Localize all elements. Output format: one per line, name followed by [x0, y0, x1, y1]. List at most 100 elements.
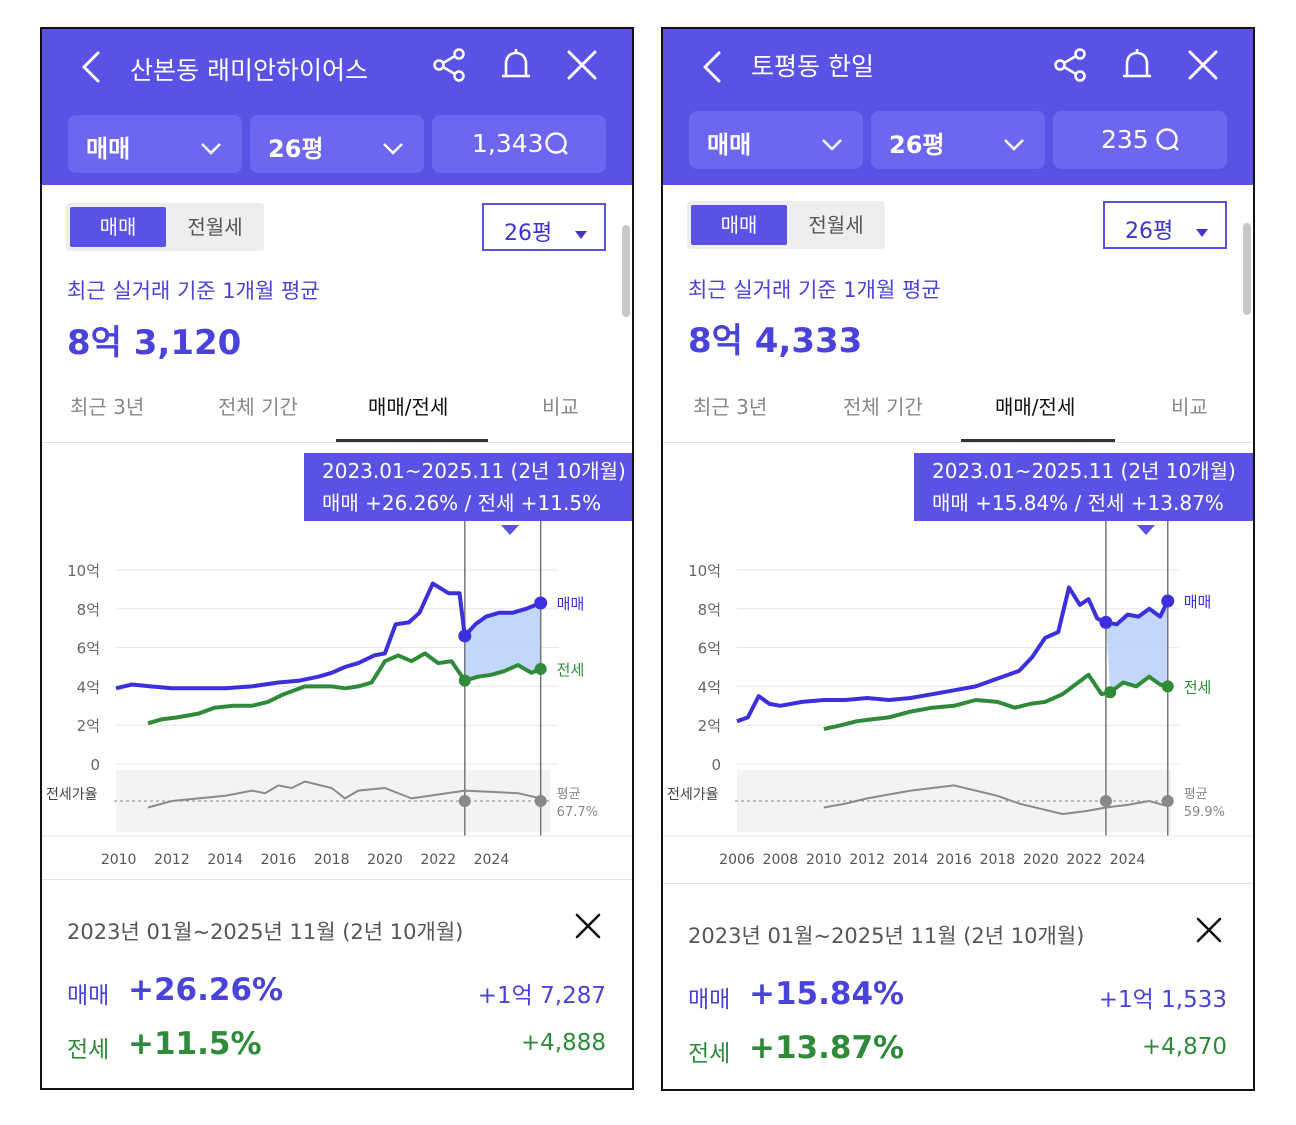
chevron-down-icon — [821, 131, 843, 151]
y-tick-label: 4억 — [698, 678, 721, 696]
x-tick-label: 2024 — [474, 852, 510, 868]
size-select[interactable]: 26평 — [250, 115, 424, 173]
ratio-end-point — [534, 795, 547, 807]
share-icon[interactable] — [430, 45, 470, 85]
close-icon[interactable] — [574, 912, 602, 940]
range-summary: 2023년 01월~2025년 11월 (2년 10개월) 매매 +15.84%… — [663, 883, 1253, 1089]
x-tick-label: 2012 — [849, 852, 885, 868]
highlight-area — [464, 602, 541, 681]
price-chart[interactable]: 10억 8억 6억 4억 2억 0 매매 전세 전세가율 평균 59.9% 2006 2008 2010 2… — [663, 444, 1253, 894]
tab-sale-lease[interactable]: 매매/전세 — [368, 395, 449, 419]
sale-end-point — [1161, 594, 1175, 608]
tab-compare[interactable]: 비교 — [542, 395, 579, 419]
ratio-start-point — [458, 795, 471, 807]
sale-start-point — [458, 629, 472, 643]
y-tick-label: 6억 — [698, 640, 721, 658]
x-tick-label: 2022 — [420, 852, 456, 868]
lease-end-point — [534, 662, 547, 675]
ratio-label: 전세가율 — [667, 787, 719, 803]
tab-recent-3y[interactable]: 최근 3년 — [693, 395, 768, 419]
x-tick-label: 2010 — [806, 852, 842, 868]
tab-sale-lease[interactable]: 매매/전세 — [995, 395, 1076, 419]
y-tick-label: 8억 — [698, 601, 721, 619]
scrollbar[interactable] — [622, 225, 630, 317]
sale-label: 매매 — [688, 987, 731, 1013]
summary-value: 8억 4,333 — [688, 321, 863, 361]
lease-label: 전세 — [67, 1037, 110, 1063]
range-tooltip: 2023.01~2025.11 (2년 10개월) 매매 +26.26% / 전… — [304, 453, 632, 521]
x-tick-label: 2010 — [101, 852, 137, 868]
segment-sale[interactable]: 매매 — [691, 205, 787, 245]
tab-recent-3y[interactable]: 최근 3년 — [70, 395, 145, 419]
y-tick-label: 6억 — [77, 640, 100, 658]
range-period: 2023년 01월~2025년 11월 (2년 10개월) — [67, 920, 464, 944]
comment-icon — [1155, 127, 1181, 153]
ratio-avg-label: 평균 — [1184, 787, 1208, 802]
tooltip-arrow — [1137, 525, 1155, 535]
sale-change-pct: +15.84% — [749, 976, 905, 1012]
lease-end-point — [1161, 680, 1174, 693]
page-title: 토평동 한일 — [751, 52, 874, 81]
property-panel: 산본동 래미안하이어스 매매 26평 1,343 — [40, 27, 634, 1090]
scrollbar[interactable] — [1243, 223, 1251, 315]
series-lease-line — [823, 672, 1169, 732]
bell-icon[interactable] — [496, 45, 536, 85]
segment-sale[interactable]: 매매 — [70, 207, 166, 247]
property-panel: 토평동 한일 매매 26평 235 — [661, 27, 1255, 1091]
active-tab-indicator — [961, 439, 1115, 442]
x-tick-label: 2020 — [367, 852, 403, 868]
y-tick-label: 0 — [711, 756, 721, 774]
range-period: 2023년 01월~2025년 11월 (2년 10개월) — [688, 924, 1085, 948]
sale-change-pct: +26.26% — [128, 972, 284, 1008]
x-tick-label: 2022 — [1066, 852, 1102, 868]
size-dropdown[interactable]: 26평 — [482, 203, 606, 251]
lease-label: 전세 — [688, 1041, 731, 1067]
range-tooltip: 2023.01~2025.11 (2년 10개월) 매매 +15.84% / 전… — [914, 453, 1253, 521]
tab-all-period[interactable]: 전체 기간 — [843, 395, 923, 419]
x-tick-label: 2024 — [1110, 852, 1146, 868]
price-chart[interactable]: 10억 8억 6억 4억 2억 0 매매 전세 전세가율 평균 67.7% 2010 2012 2014 2… — [42, 444, 632, 894]
size-select[interactable]: 26평 — [871, 111, 1045, 169]
segment-lease[interactable]: 전월세 — [808, 213, 864, 237]
segment-lease[interactable]: 전월세 — [187, 215, 243, 239]
tooltip-change: 매매 +15.84% / 전세 +13.87% — [932, 491, 1224, 515]
close-icon[interactable] — [1183, 45, 1223, 85]
summary-value: 8억 3,120 — [67, 323, 242, 363]
x-tick-label: 2008 — [763, 852, 799, 868]
lease-change-amount: +4,888 — [520, 1030, 606, 1056]
x-tick-label: 2018 — [314, 852, 350, 868]
bell-icon[interactable] — [1117, 45, 1157, 85]
trade-type-select[interactable]: 매매 — [68, 115, 242, 173]
comments-button[interactable]: 235 — [1053, 111, 1227, 169]
tab-all-period[interactable]: 전체 기간 — [218, 395, 298, 419]
chart-tabs: 최근 3년 전체 기간 매매/전세 비교 — [42, 381, 632, 443]
tab-compare[interactable]: 비교 — [1171, 395, 1208, 419]
comment-icon — [544, 131, 570, 157]
close-icon[interactable] — [1195, 916, 1223, 944]
lease-change-pct: +11.5% — [128, 1026, 262, 1062]
series-label-sale: 매매 — [557, 595, 585, 613]
sale-change-amount: +1억 1,533 — [1098, 987, 1227, 1013]
sale-change-amount: +1억 7,287 — [477, 983, 606, 1009]
tooltip-arrow — [501, 525, 519, 535]
x-tick-label: 2014 — [207, 852, 243, 868]
back-arrow-icon[interactable] — [697, 47, 727, 87]
close-icon[interactable] — [562, 45, 602, 85]
comments-button[interactable]: 1,343 — [432, 115, 606, 173]
trade-type-select[interactable]: 매매 — [689, 111, 863, 169]
chevron-down-icon — [382, 135, 404, 155]
series-ratio-line — [823, 784, 1168, 816]
y-tick-label: 10억 — [67, 562, 100, 580]
share-icon[interactable] — [1051, 45, 1091, 85]
highlight-area — [1105, 601, 1168, 693]
ratio-label: 전세가율 — [46, 787, 98, 803]
back-arrow-icon[interactable] — [76, 47, 106, 87]
range-summary: 2023년 01월~2025년 11월 (2년 10개월) 매매 +26.26%… — [42, 879, 632, 1088]
y-tick-label: 2억 — [698, 717, 721, 735]
series-sale-line — [115, 581, 542, 691]
summary-label: 최근 실거래 기준 1개월 평균 — [67, 279, 320, 303]
series-label-sale: 매매 — [1184, 593, 1212, 611]
tooltip-period: 2023.01~2025.11 (2년 10개월) — [932, 459, 1236, 483]
size-dropdown[interactable]: 26평 — [1103, 201, 1227, 249]
